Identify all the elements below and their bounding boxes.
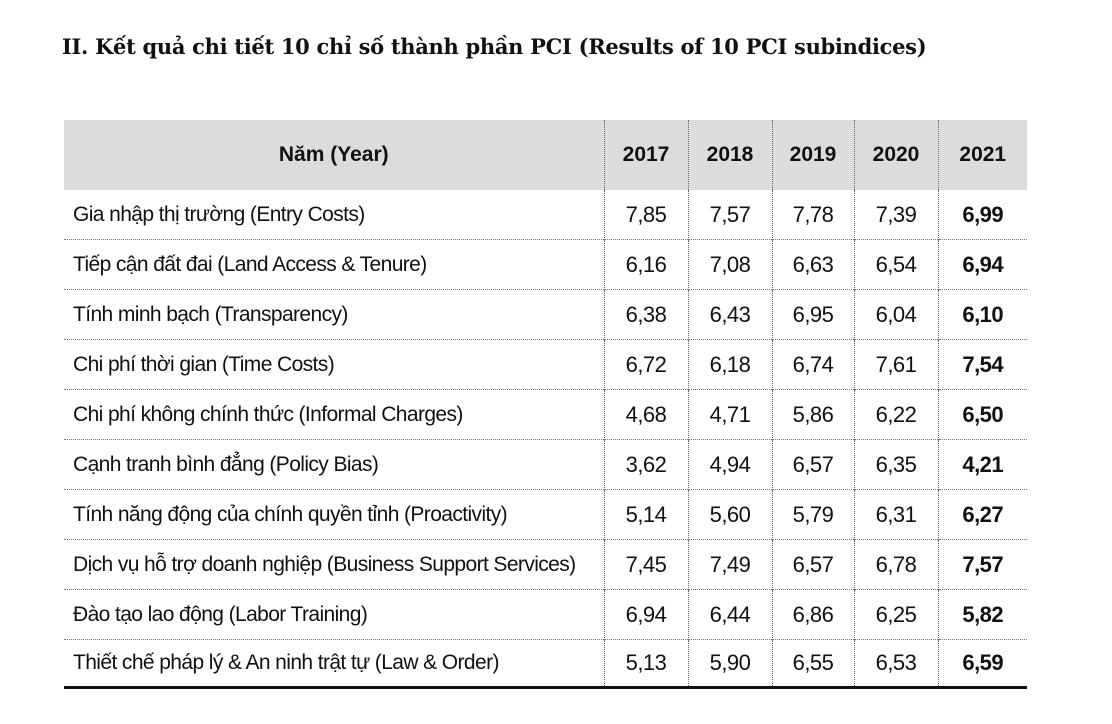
cell-2019: 6,74 xyxy=(772,339,855,390)
cell-2018: 6,18 xyxy=(688,339,773,390)
header-2018: 2018 xyxy=(688,120,773,190)
header-2021: 2021 xyxy=(938,120,1027,190)
row-label: Đào tạo lao động (Labor Training) xyxy=(64,589,605,640)
cell-2020: 7,61 xyxy=(854,339,939,390)
cell-2018: 4,71 xyxy=(688,389,773,440)
row-label: Dịch vụ hỗ trợ doanh nghiệp (Business Su… xyxy=(64,539,605,590)
cell-2017: 6,16 xyxy=(604,239,689,290)
table-row: Gia nhập thị trường (Entry Costs) 7,85 7… xyxy=(64,190,1027,240)
cell-2018: 7,08 xyxy=(688,239,773,290)
cell-2018: 6,44 xyxy=(688,589,773,640)
cell-2019: 7,78 xyxy=(772,190,855,240)
row-label: Tính năng động của chính quyền tỉnh (Pro… xyxy=(64,489,605,540)
cell-2017: 5,14 xyxy=(604,489,689,540)
pci-subindices-table: Năm (Year) 2017 2018 2019 2020 2021 Gia … xyxy=(64,120,1027,689)
row-label: Tính minh bạch (Transparency) xyxy=(64,289,605,340)
cell-2018: 7,49 xyxy=(688,539,773,590)
cell-2020: 6,22 xyxy=(854,389,939,440)
cell-2020: 6,54 xyxy=(854,239,939,290)
cell-2019: 6,57 xyxy=(772,439,855,490)
cell-2020: 6,53 xyxy=(854,639,939,689)
cell-2017: 4,68 xyxy=(604,389,689,440)
cell-2018: 6,43 xyxy=(688,289,773,340)
cell-2019: 6,57 xyxy=(772,539,855,590)
cell-2018: 5,60 xyxy=(688,489,773,540)
cell-2020: 6,78 xyxy=(854,539,939,590)
cell-2021: 7,54 xyxy=(938,339,1027,390)
header-2019: 2019 xyxy=(772,120,855,190)
row-label: Cạnh tranh bình đẳng (Policy Bias) xyxy=(64,439,605,490)
table-row: Tiếp cận đất đai (Land Access & Tenure) … xyxy=(64,239,1027,290)
cell-2020: 6,04 xyxy=(854,289,939,340)
cell-2019: 6,63 xyxy=(772,239,855,290)
row-label: Tiếp cận đất đai (Land Access & Tenure) xyxy=(64,239,605,290)
page-title: II. Kết quả chi tiết 10 chỉ số thành phầ… xyxy=(62,34,927,59)
cell-2017: 7,45 xyxy=(604,539,689,590)
cell-2020: 6,25 xyxy=(854,589,939,640)
cell-2018: 4,94 xyxy=(688,439,773,490)
cell-2021: 6,50 xyxy=(938,389,1027,440)
table-row: Dịch vụ hỗ trợ doanh nghiệp (Business Su… xyxy=(64,539,1027,590)
row-label: Thiết chế pháp lý & An ninh trật tự (Law… xyxy=(64,639,605,689)
table-row: Chi phí không chính thức (Informal Charg… xyxy=(64,389,1027,440)
cell-2021: 7,57 xyxy=(938,539,1027,590)
row-label: Gia nhập thị trường (Entry Costs) xyxy=(64,190,605,240)
table-row: Tính năng động của chính quyền tỉnh (Pro… xyxy=(64,489,1027,540)
cell-2020: 6,35 xyxy=(854,439,939,490)
cell-2021: 6,99 xyxy=(962,201,1004,227)
cell-2017: 5,13 xyxy=(604,639,689,689)
cell-2018: 7,57 xyxy=(688,190,773,240)
cell-2019: 5,86 xyxy=(772,389,855,440)
table-row: Tính minh bạch (Transparency) 6,38 6,43 … xyxy=(64,289,1027,340)
cell-2017: 3,62 xyxy=(604,439,689,490)
cell-2020: 7,39 xyxy=(854,190,939,240)
header-2020: 2020 xyxy=(854,120,939,190)
cell-2019: 5,79 xyxy=(772,489,855,540)
cell-2021: 6,94 xyxy=(938,239,1027,290)
cell-2019: 6,86 xyxy=(772,589,855,640)
cell-2021: 6,27 xyxy=(938,489,1027,540)
table-row: Thiết chế pháp lý & An ninh trật tự (Law… xyxy=(64,639,1027,689)
header-2017: 2017 xyxy=(604,120,689,190)
cell-2017: 6,94 xyxy=(604,589,689,640)
cell-2020: 6,31 xyxy=(854,489,939,540)
cell-2021: 6,10 xyxy=(938,289,1027,340)
cell-2017: 6,72 xyxy=(604,339,689,390)
cell-2021: 4,21 xyxy=(938,439,1027,490)
table-row: Đào tạo lao động (Labor Training) 6,94 6… xyxy=(64,589,1027,640)
table-row: Chi phí thời gian (Time Costs) 6,72 6,18… xyxy=(64,339,1027,390)
table-header-row: Năm (Year) 2017 2018 2019 2020 2021 xyxy=(64,120,1027,190)
table-row: Cạnh tranh bình đẳng (Policy Bias) 3,62 … xyxy=(64,439,1027,490)
row-label: Chi phí thời gian (Time Costs) xyxy=(64,339,605,390)
cell-2017: 6,38 xyxy=(604,289,689,340)
header-year-label: Năm (Year) xyxy=(64,120,605,190)
cell-2017: 7,85 xyxy=(604,190,689,240)
cell-2019: 6,55 xyxy=(772,639,855,689)
cell-2021: 5,82 xyxy=(938,589,1027,640)
cell-2018: 5,90 xyxy=(688,639,773,689)
cell-2019: 6,95 xyxy=(772,289,855,340)
cell-2021: 6,59 xyxy=(938,639,1027,689)
row-label: Chi phí không chính thức (Informal Charg… xyxy=(64,389,605,440)
